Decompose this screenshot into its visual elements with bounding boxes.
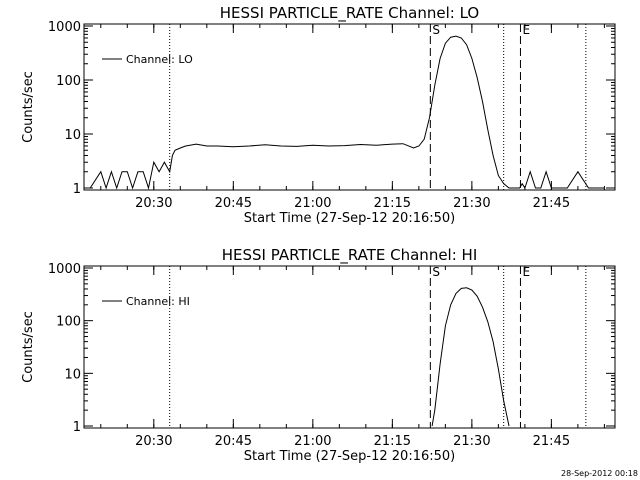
hi-x-tick-label: 21:30 bbox=[453, 434, 490, 449]
lo-event-label-e: E bbox=[522, 23, 530, 37]
lo-x-axis-label: Start Time (27-Sep-12 20:16:50) bbox=[244, 211, 455, 226]
hi-plot-frame bbox=[83, 265, 616, 429]
lo-y-tick-label: 1000 bbox=[48, 20, 81, 35]
lo-chart-title: HESSI PARTICLE_RATE Channel: LO bbox=[220, 4, 479, 23]
hi-legend-entry: Channel: HI bbox=[126, 295, 190, 308]
lo-event-label-s: S bbox=[432, 23, 440, 37]
hi-x-tick-label: 21:15 bbox=[374, 434, 411, 449]
panel-hi: HESSI PARTICLE_RATE Channel: HI 1 10 100 100… bbox=[21, 246, 616, 464]
hi-series-line bbox=[431, 287, 510, 427]
lo-y-tick-label: 10 bbox=[64, 128, 81, 143]
hi-x-axis-label: Start Time (27-Sep-12 20:16:50) bbox=[244, 449, 455, 464]
hi-y-tick-label: 1000 bbox=[48, 262, 81, 277]
hi-y-tick-label: 1 bbox=[73, 420, 81, 435]
lo-x-tick-label: 21:30 bbox=[453, 196, 490, 211]
lo-x-tick-label: 21:15 bbox=[374, 196, 411, 211]
lo-y-tick-label: 1 bbox=[73, 182, 81, 197]
lo-y-axis-label: Counts/sec bbox=[21, 71, 36, 143]
hi-x-tick-label: 21:00 bbox=[294, 434, 331, 449]
hi-x-tick-label: 20:30 bbox=[135, 434, 172, 449]
hi-chart-title: HESSI PARTICLE_RATE Channel: HI bbox=[222, 246, 478, 265]
hi-event-label-s: S bbox=[432, 265, 440, 279]
lo-series-line bbox=[89, 35, 605, 190]
hi-event-label-e: E bbox=[522, 265, 530, 279]
lo-x-tick-label: 21:00 bbox=[294, 196, 331, 211]
hi-x-tick-label: 21:45 bbox=[533, 434, 570, 449]
panel-lo: HESSI PARTICLE_RATE Channel: LO 1 10 100 100… bbox=[21, 4, 616, 226]
lo-y-tick-label: 100 bbox=[56, 74, 81, 89]
lo-x-tick-label: 20:45 bbox=[215, 196, 252, 211]
hi-x-tick-label: 20:45 bbox=[215, 434, 252, 449]
hi-y-tick-label: 10 bbox=[64, 367, 81, 382]
lo-x-tick-label: 20:30 bbox=[135, 196, 172, 211]
lo-legend-entry: Channel: LO bbox=[126, 53, 193, 66]
timestamp: 28-Sep-2012 00:18 bbox=[561, 469, 638, 478]
lo-x-tick-label: 21:45 bbox=[533, 196, 570, 211]
hi-y-tick-label: 100 bbox=[56, 315, 81, 330]
hi-y-axis-label: Counts/sec bbox=[21, 311, 36, 383]
lo-plot-frame bbox=[83, 23, 616, 191]
